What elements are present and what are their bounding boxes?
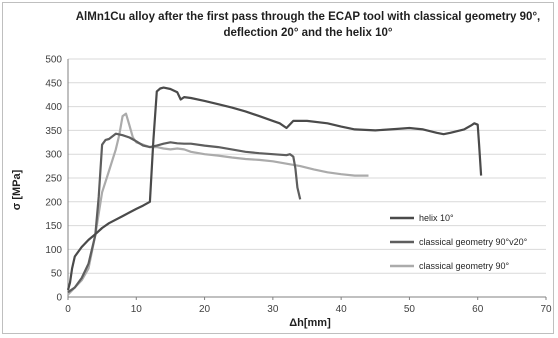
gridlines: [68, 58, 546, 274]
y-tick-label: 100: [45, 245, 62, 256]
series-line-0: [67, 112, 369, 296]
chart-title-line2: deflection 20° and the helix 10°: [224, 27, 393, 39]
y-tick-labels: 0 50 100 150 200 250 300 350 400 450 500: [45, 55, 62, 304]
y-tick-label: 150: [45, 221, 62, 232]
legend-entry: classical geometry 90°v20°: [419, 237, 528, 247]
y-tick-label: 50: [51, 269, 63, 280]
series-lines: [66, 86, 483, 296]
x-tick-label: 70: [540, 304, 552, 315]
x-tick-label: 10: [131, 304, 143, 315]
y-tick-label: 450: [45, 78, 62, 89]
y-tick-label: 400: [45, 102, 62, 113]
y-tick-label: 250: [45, 174, 62, 185]
y-tick-label: 350: [45, 126, 62, 137]
legend-entry: helix 10°: [419, 213, 454, 223]
x-axis-label: Δh[mm]: [289, 317, 331, 329]
y-tick-label: 300: [45, 150, 62, 161]
chart-title-line1: AlMn1Cu alloy after the first pass throu…: [76, 11, 541, 23]
y-tick-label: 200: [45, 197, 62, 208]
x-tick-label: 30: [267, 304, 279, 315]
y-tick-label: 0: [56, 293, 62, 304]
x-tick-label: 0: [65, 304, 71, 315]
x-tick-labels: 0 10 20 30 40 50 60 70: [65, 297, 552, 315]
x-tick-label: 50: [404, 304, 416, 315]
series-line-2: [66, 86, 483, 291]
x-tick-label: 40: [336, 304, 348, 315]
x-tick-label: 60: [472, 304, 484, 315]
series-line-1: [67, 132, 302, 294]
x-tick-label: 20: [199, 304, 211, 315]
legend-entry: classical geometry 90°: [419, 261, 510, 271]
chart-frame: [2, 2, 554, 334]
y-tick-label: 500: [45, 55, 62, 66]
y-axis-label: σ [MPa]: [11, 169, 23, 210]
legend: helix 10° classical geometry 90°v20° class…: [390, 213, 528, 271]
